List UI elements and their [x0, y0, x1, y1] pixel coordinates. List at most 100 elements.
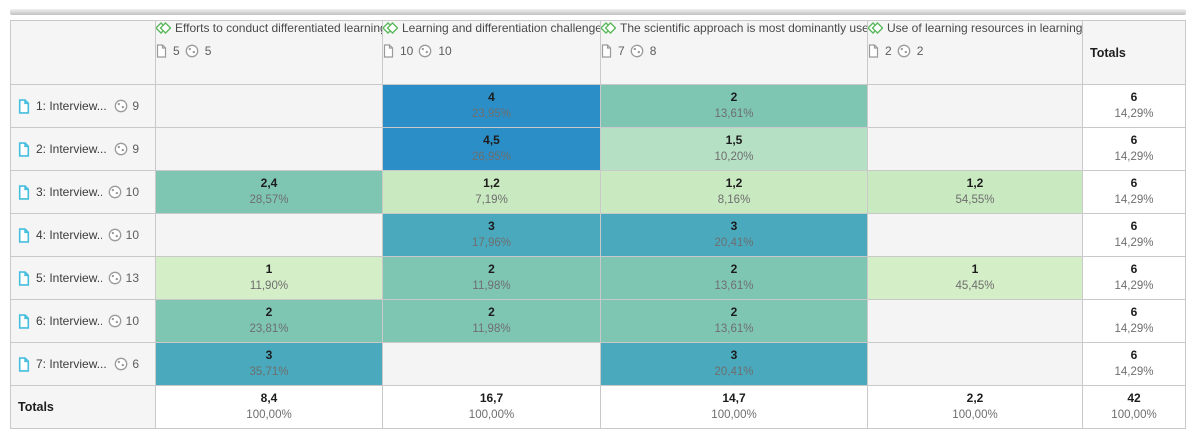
coded-segments-icon [108, 271, 122, 285]
coded-segments-icon [108, 228, 122, 242]
cell-value [383, 348, 600, 363]
cell-percent: 11,90% [249, 280, 289, 292]
code-icon [601, 22, 616, 34]
document-count: 2 [885, 44, 892, 58]
cell-percent: 23,81% [249, 323, 289, 335]
code-name: Learning and differentiation challenges [402, 21, 600, 35]
cell-percent: 23,95% [471, 108, 511, 120]
row-header-document[interactable]: 5: Interview... 13 [10, 256, 156, 300]
cell-value: 2 [488, 305, 495, 319]
coded-segments-icon [418, 44, 432, 58]
matrix-cell[interactable]: 1,2 7,19% [382, 170, 601, 214]
cell-percent: 14,29% [1114, 151, 1154, 163]
document-label: 2: Interview... [36, 142, 107, 156]
matrix-cell[interactable]: 1,2 54,55% [867, 170, 1083, 214]
matrix-cell[interactable]: 2 23,81% [155, 299, 383, 343]
cell-percent: 14,29% [1114, 237, 1154, 249]
matrix-cell[interactable] [867, 213, 1083, 257]
matrix-cell[interactable]: 3 20,41% [600, 342, 868, 386]
row-header-document[interactable]: 7: Interview... 6 [10, 342, 156, 386]
code-name: The scientific approach is most dominant… [620, 21, 867, 35]
segment-count: 10 [125, 185, 139, 199]
matrix-cell[interactable] [155, 84, 383, 128]
matrix-cell[interactable]: 3 17,96% [382, 213, 601, 257]
matrix-cell[interactable]: 2,4 28,57% [155, 170, 383, 214]
table-row: 6: Interview... 10 2 23,81% 2 11,98% 2 1… [10, 299, 1186, 343]
totals-row-header: Totals [10, 385, 156, 429]
document-icon [18, 227, 30, 243]
cell-value [868, 305, 1082, 320]
matrix-cell[interactable]: 1 45,45% [867, 256, 1083, 300]
segment-count-group: 13 [108, 271, 139, 285]
cell-value [868, 90, 1082, 105]
cell-value: 6 [1130, 176, 1138, 190]
cell-percent: 13,61% [714, 280, 754, 292]
row-header-document[interactable]: 2: Interview... 9 [10, 127, 156, 171]
cell-value: 14,7 [722, 391, 746, 405]
row-total-cell: 6 14,29% [1082, 342, 1186, 386]
matrix-cell[interactable]: 2 11,98% [382, 299, 601, 343]
cell-value: 2 [730, 90, 738, 104]
segment-count-group: 10 [108, 314, 139, 328]
cell-percent: 14,29% [1114, 323, 1154, 335]
document-icon [156, 44, 167, 58]
coded-segments-icon [114, 357, 128, 371]
matrix-cell[interactable]: 1,2 8,16% [600, 170, 868, 214]
matrix-cell[interactable]: 2 13,61% [600, 256, 868, 300]
cell-percent: 100,00% [711, 409, 757, 421]
matrix-cell[interactable]: 1,5 10,20% [600, 127, 868, 171]
totals-row: Totals 8,4 100,00% 16,7 100,00% 14,7 100… [10, 385, 1186, 429]
table-row: 7: Interview... 6 3 35,71% 3 20,41% [10, 342, 1186, 386]
column-total-cell: 8,4 100,00% [155, 385, 383, 429]
row-header-document[interactable]: 6: Interview... 10 [10, 299, 156, 343]
matrix-cell[interactable] [867, 299, 1083, 343]
cell-percent: 14,29% [1114, 194, 1154, 206]
matrix-cell[interactable] [155, 213, 383, 257]
matrix-cell[interactable] [867, 84, 1083, 128]
document-icon [18, 356, 30, 372]
document-count: 5 [173, 44, 180, 58]
row-header-document[interactable]: 1: Interview... 9 [10, 84, 156, 128]
coded-segments-icon [630, 44, 644, 58]
segment-count: 9 [132, 142, 139, 156]
cell-value: 1,2 [966, 176, 984, 190]
matrix-cell[interactable]: 3 35,71% [155, 342, 383, 386]
document-label: 1: Interview... [36, 99, 107, 113]
matrix-cell[interactable]: 2 11,98% [382, 256, 601, 300]
code-name: Efforts to conduct differentiated learni… [175, 21, 382, 35]
matrix-cell[interactable]: 4 23,95% [382, 84, 601, 128]
column-header-code-1[interactable]: Efforts to conduct differentiated learni… [155, 20, 383, 85]
header-row: Efforts to conduct differentiated learni… [10, 20, 1186, 85]
matrix-cell[interactable] [382, 342, 601, 386]
cell-value [868, 133, 1082, 148]
table-row: 1: Interview... 9 4 23,95% 2 13,61% [10, 84, 1186, 128]
row-header-document[interactable]: 3: Interview... 10 [10, 170, 156, 214]
table-row: 5: Interview... 13 1 11,90% 2 11,98% 2 1… [10, 256, 1186, 300]
cell-value: 6 [1130, 262, 1138, 276]
cell-value [868, 348, 1082, 363]
row-total-cell: 6 14,29% [1082, 299, 1186, 343]
column-total-cell: 14,7 100,00% [600, 385, 868, 429]
matrix-cell[interactable]: 2 13,61% [600, 84, 868, 128]
segment-count-group: 9 [114, 99, 139, 113]
segment-count: 5 [204, 44, 212, 58]
matrix-cell[interactable] [155, 127, 383, 171]
matrix-cell[interactable]: 3 20,41% [600, 213, 868, 257]
matrix-cell[interactable]: 4,5 26,95% [382, 127, 601, 171]
column-header-code-3[interactable]: The scientific approach is most dominant… [600, 20, 868, 85]
document-label: 7: Interview... [36, 357, 107, 371]
matrix-cell[interactable] [867, 127, 1083, 171]
code-name: Use of learning resources in learning... [887, 21, 1082, 35]
segment-count: 6 [132, 357, 139, 371]
matrix-cell[interactable] [867, 342, 1083, 386]
matrix-cell[interactable]: 2 13,61% [600, 299, 868, 343]
cell-percent: 17,96% [471, 237, 511, 249]
column-header-code-2[interactable]: Learning and differentiation challenges … [382, 20, 601, 85]
matrix-cell[interactable]: 1 11,90% [155, 256, 383, 300]
row-header-document[interactable]: 4: Interview... 10 [10, 213, 156, 257]
document-label: 6: Interview... [36, 314, 102, 328]
column-header-code-4[interactable]: Use of learning resources in learning...… [867, 20, 1083, 85]
cell-value: 3 [488, 219, 495, 233]
segment-count: 9 [132, 99, 139, 113]
